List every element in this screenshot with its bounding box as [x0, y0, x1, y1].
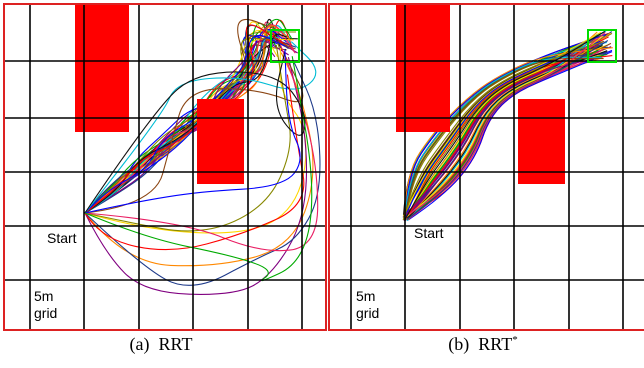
obstacle-right: [197, 99, 244, 184]
caption-sup: *: [512, 334, 518, 346]
start-label: Start: [47, 230, 77, 246]
workspace-border: [328, 3, 644, 331]
rrt-star-trajectory: [407, 50, 608, 219]
figure: Start 5m grid Start 5m grid: [3, 3, 644, 331]
obstacle-right: [518, 99, 565, 184]
rrt-trajectory: [84, 56, 308, 295]
rrt-star-trajectory: [402, 35, 604, 220]
rrt-trajectory: [84, 49, 301, 214]
panel-rrt: Start 5m grid: [3, 3, 327, 331]
goal-region: [587, 29, 617, 63]
workspace-border: [3, 3, 327, 331]
rrt-star-trajectory: [406, 43, 603, 216]
rrt-star-trajectory: [405, 44, 608, 219]
rrt-trajectory: [84, 61, 321, 286]
rrt-trajectory: [84, 52, 314, 267]
rrt-trajectory: [84, 74, 305, 251]
panel-rrt-star: Start 5m grid: [328, 3, 644, 331]
caption-prefix: (b): [448, 334, 470, 354]
scale-label-line2: grid: [34, 305, 57, 321]
rrt-star-trajectory: [403, 57, 604, 221]
scale-label-line2: grid: [356, 305, 379, 321]
caption-prefix: (a): [129, 334, 150, 354]
rrt-star-trajectory: [403, 36, 609, 221]
rrt-star-trajectory: [403, 47, 613, 218]
obstacle-left: [396, 5, 450, 132]
rrt-star-trajectory: [404, 30, 606, 220]
rrt-trajectory: [84, 56, 313, 282]
rrt-star-trajectory: [407, 40, 605, 217]
obstacle-left: [75, 5, 129, 132]
caption-rrt: (a) RRT: [0, 334, 322, 355]
goal-region: [270, 29, 300, 63]
rrt-star-trajectory: [403, 56, 602, 219]
caption-name: RRT: [158, 334, 193, 354]
start-label: Start: [414, 225, 444, 241]
rrt-trajectory: [84, 47, 307, 234]
rrt-star-trajectory: [407, 31, 606, 216]
rrt-star-trajectories: [402, 30, 613, 222]
rrt-star-trajectory: [402, 40, 604, 221]
rrt-star-trajectory: [404, 31, 598, 221]
rrt-star-trajectory: [403, 31, 602, 217]
scale-label-line1: 5m: [34, 288, 53, 304]
caption-rrt-star: (b) RRT*: [322, 334, 644, 355]
caption-name: RRT: [478, 334, 513, 354]
rrt-star-trajectory: [407, 51, 613, 221]
rrt-star-trajectory: [402, 57, 601, 218]
rrt-star-trajectory: [406, 32, 602, 220]
rrt-star-trajectory: [403, 40, 601, 221]
scale-label-line1: 5m: [356, 288, 375, 304]
grid-lines: [329, 4, 644, 330]
rrt-trajectory: [84, 45, 319, 252]
